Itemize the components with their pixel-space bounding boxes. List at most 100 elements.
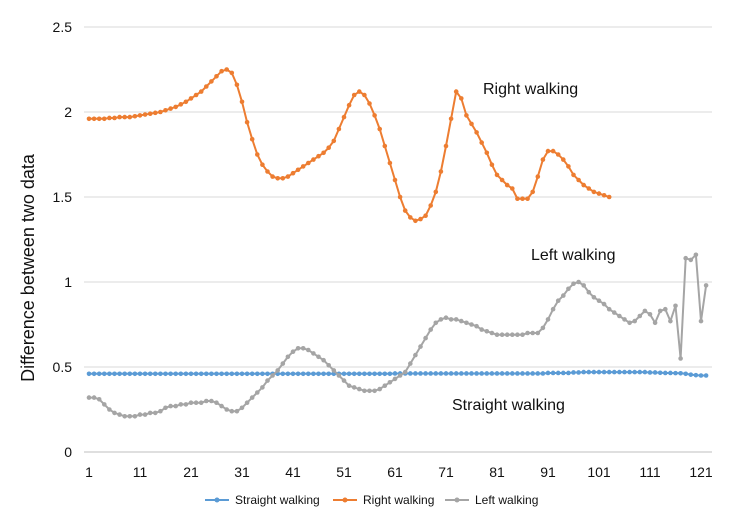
data-point <box>469 121 474 127</box>
data-point <box>280 371 286 377</box>
data-point <box>397 194 403 200</box>
data-point <box>204 398 209 404</box>
data-point <box>153 371 158 377</box>
data-point <box>489 162 495 167</box>
data-point <box>341 114 347 120</box>
data-point <box>204 84 209 89</box>
data-point <box>443 371 449 376</box>
data-point <box>459 371 464 376</box>
data-point <box>193 400 199 406</box>
data-point <box>321 371 326 377</box>
data-point <box>576 177 581 183</box>
data-point <box>229 408 235 414</box>
data-point <box>331 138 337 144</box>
data-point <box>683 255 688 261</box>
data-point <box>632 369 637 375</box>
data-point <box>464 371 469 376</box>
data-point <box>326 145 332 150</box>
data-point <box>275 176 281 181</box>
data-point <box>295 371 301 377</box>
data-point <box>300 346 306 351</box>
data-point <box>571 172 576 178</box>
x-tick-label: 101 <box>587 464 611 480</box>
data-point <box>117 412 122 417</box>
data-point <box>147 410 153 416</box>
data-point <box>285 174 291 179</box>
data-point <box>178 402 184 407</box>
data-point <box>474 130 479 135</box>
data-point <box>581 182 586 188</box>
data-point <box>530 330 535 336</box>
data-point <box>408 371 413 376</box>
y-tick-label: 1.5 <box>53 189 73 205</box>
data-point <box>290 371 296 377</box>
data-point <box>428 203 434 208</box>
y-tick-label: 2 <box>64 104 72 120</box>
data-point <box>127 371 133 377</box>
data-point <box>326 371 332 377</box>
annotation-right-walking: Right walking <box>483 81 578 98</box>
y-axis-label: Difference between two data <box>18 153 38 382</box>
data-point <box>122 414 127 419</box>
data-point <box>280 176 286 181</box>
data-point <box>91 371 97 377</box>
data-point <box>254 390 260 395</box>
data-point <box>224 67 229 72</box>
data-point <box>637 369 643 375</box>
data-point <box>178 371 184 377</box>
data-point <box>112 115 117 121</box>
data-point <box>464 320 469 326</box>
data-point <box>306 371 311 377</box>
data-point <box>209 371 214 377</box>
data-point <box>535 371 541 376</box>
data-point <box>224 371 229 377</box>
data-point <box>627 320 632 326</box>
data-point <box>209 398 214 404</box>
data-point <box>300 164 306 169</box>
data-point <box>285 371 291 377</box>
data-point <box>525 330 530 336</box>
data-point <box>617 313 622 319</box>
data-point <box>448 317 454 322</box>
data-point <box>515 196 520 201</box>
data-point <box>183 402 189 407</box>
x-tick-label: 51 <box>336 464 352 480</box>
x-tick-label: 31 <box>234 464 250 480</box>
data-point <box>254 371 260 377</box>
data-point <box>612 310 617 315</box>
data-point <box>550 370 556 376</box>
y-tick-label: 0 <box>64 444 72 460</box>
data-point <box>484 150 490 156</box>
data-point <box>183 371 189 377</box>
data-point <box>163 405 168 411</box>
data-point <box>357 386 362 392</box>
data-point <box>550 148 556 154</box>
data-point <box>657 370 663 376</box>
legend-marker <box>214 497 220 503</box>
legend: Straight walking Right walking Left walkin… <box>205 493 538 507</box>
data-point <box>168 106 173 111</box>
data-point <box>433 320 439 326</box>
data-point <box>382 383 388 389</box>
data-point <box>132 371 138 377</box>
x-tick-label: 91 <box>540 464 556 480</box>
data-point <box>504 332 510 338</box>
data-point <box>647 312 653 317</box>
data-point <box>249 136 255 142</box>
data-point <box>311 371 316 377</box>
data-point <box>540 157 546 162</box>
data-point <box>300 371 306 377</box>
data-point <box>494 332 500 338</box>
data-point <box>234 408 240 414</box>
data-point <box>234 82 240 88</box>
data-point <box>688 257 694 263</box>
data-point <box>142 371 148 377</box>
data-point <box>102 371 107 377</box>
data-point <box>254 152 260 157</box>
x-tick-label: 41 <box>285 464 301 480</box>
data-point <box>346 383 352 389</box>
data-point <box>239 99 245 105</box>
data-point <box>652 320 658 326</box>
data-point <box>586 289 592 295</box>
data-point <box>178 102 184 107</box>
